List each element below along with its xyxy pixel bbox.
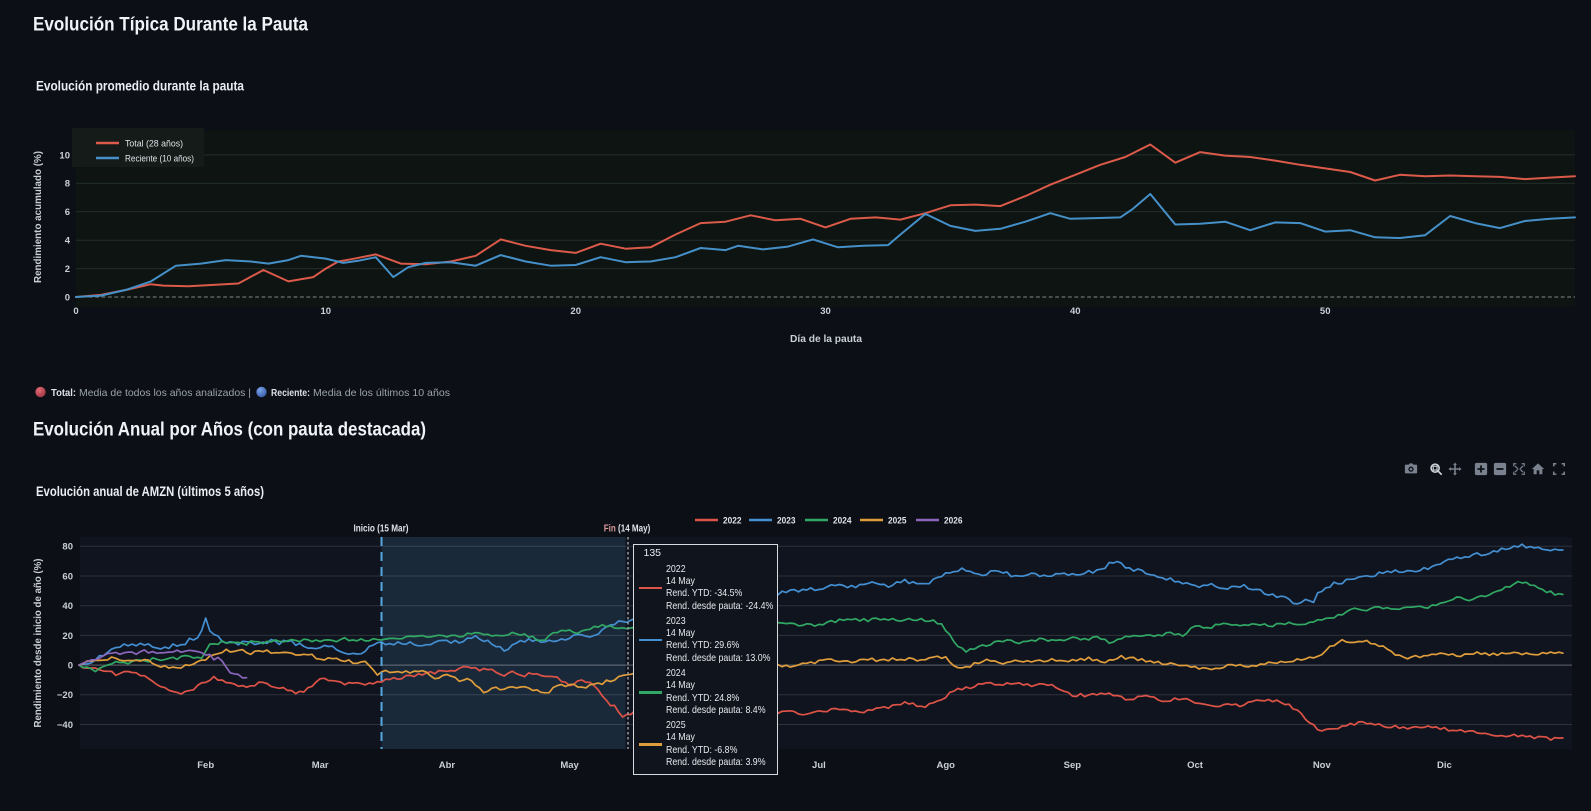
svg-text:Día de la pauta: Día de la pauta	[790, 333, 862, 345]
svg-text:40: 40	[62, 601, 73, 612]
svg-text:2026: 2026	[944, 516, 963, 527]
svg-text:Reciente (10 años): Reciente (10 años)	[125, 154, 194, 165]
svg-text:2025: 2025	[888, 516, 907, 527]
svg-text:−20: −20	[57, 690, 73, 701]
svg-text:Total:: Total:	[51, 387, 76, 399]
svg-text:0: 0	[68, 661, 73, 672]
svg-text:Sep: Sep	[1064, 760, 1082, 771]
svg-text:20: 20	[62, 631, 73, 642]
svg-text:2024: 2024	[833, 516, 852, 527]
svg-text:60: 60	[62, 571, 73, 582]
svg-text:Rendimiento acumulado (%): Rendimiento acumulado (%)	[32, 151, 44, 283]
svg-text:8: 8	[65, 179, 70, 190]
svg-text:May: May	[560, 760, 579, 771]
svg-text:2: 2	[65, 264, 70, 275]
svg-text:2022: 2022	[723, 516, 742, 527]
svg-text:Ago: Ago	[936, 760, 955, 771]
svg-text:Mar: Mar	[312, 760, 329, 771]
svg-text:Reciente:: Reciente:	[271, 387, 310, 399]
svg-text:20: 20	[570, 306, 581, 317]
svg-text:Evolución promedio durante la: Evolución promedio durante la pauta	[36, 79, 244, 94]
svg-text:0: 0	[65, 292, 70, 303]
svg-text:Jul: Jul	[812, 760, 826, 771]
svg-text:Oct: Oct	[1187, 760, 1204, 771]
svg-text:10: 10	[321, 306, 332, 317]
svg-text:50: 50	[1320, 306, 1331, 317]
svg-text:Evolución anual de AMZN (últim: Evolución anual de AMZN (últimos 5 años)	[36, 484, 264, 499]
svg-text:Dic: Dic	[1437, 760, 1452, 771]
svg-text:−40: −40	[57, 720, 73, 731]
svg-text:Feb: Feb	[197, 760, 214, 771]
svg-text:2023: 2023	[777, 516, 796, 527]
svg-text:Nov: Nov	[1313, 760, 1332, 771]
svg-text:6: 6	[65, 207, 70, 218]
svg-text:40: 40	[1070, 306, 1081, 317]
svg-text:Abr: Abr	[439, 760, 456, 771]
svg-text:Total (28 años): Total (28 años)	[125, 139, 183, 150]
svg-text:Media de los últimos 10 años: Media de los últimos 10 años	[313, 387, 450, 399]
svg-text:10: 10	[59, 150, 70, 161]
svg-text:80: 80	[62, 542, 73, 553]
svg-text:Inicio (15 Mar): Inicio (15 Mar)	[354, 524, 409, 535]
svg-text:0: 0	[73, 306, 78, 317]
svg-text:30: 30	[820, 306, 831, 317]
svg-text:Evolución Típica Durante la Pa: Evolución Típica Durante la Pauta	[33, 15, 308, 36]
svg-text:Media de todos los años analiz: Media de todos los años analizados |	[79, 387, 251, 399]
svg-text:Fin (14 May): Fin (14 May)	[604, 524, 651, 535]
svg-text:Evolución Anual por Años (con: Evolución Anual por Años (con pauta dest…	[33, 420, 426, 441]
svg-text:Rendimiento desde inicio de añ: Rendimiento desde inicio de año (%)	[32, 559, 44, 728]
svg-text:4: 4	[65, 236, 71, 247]
